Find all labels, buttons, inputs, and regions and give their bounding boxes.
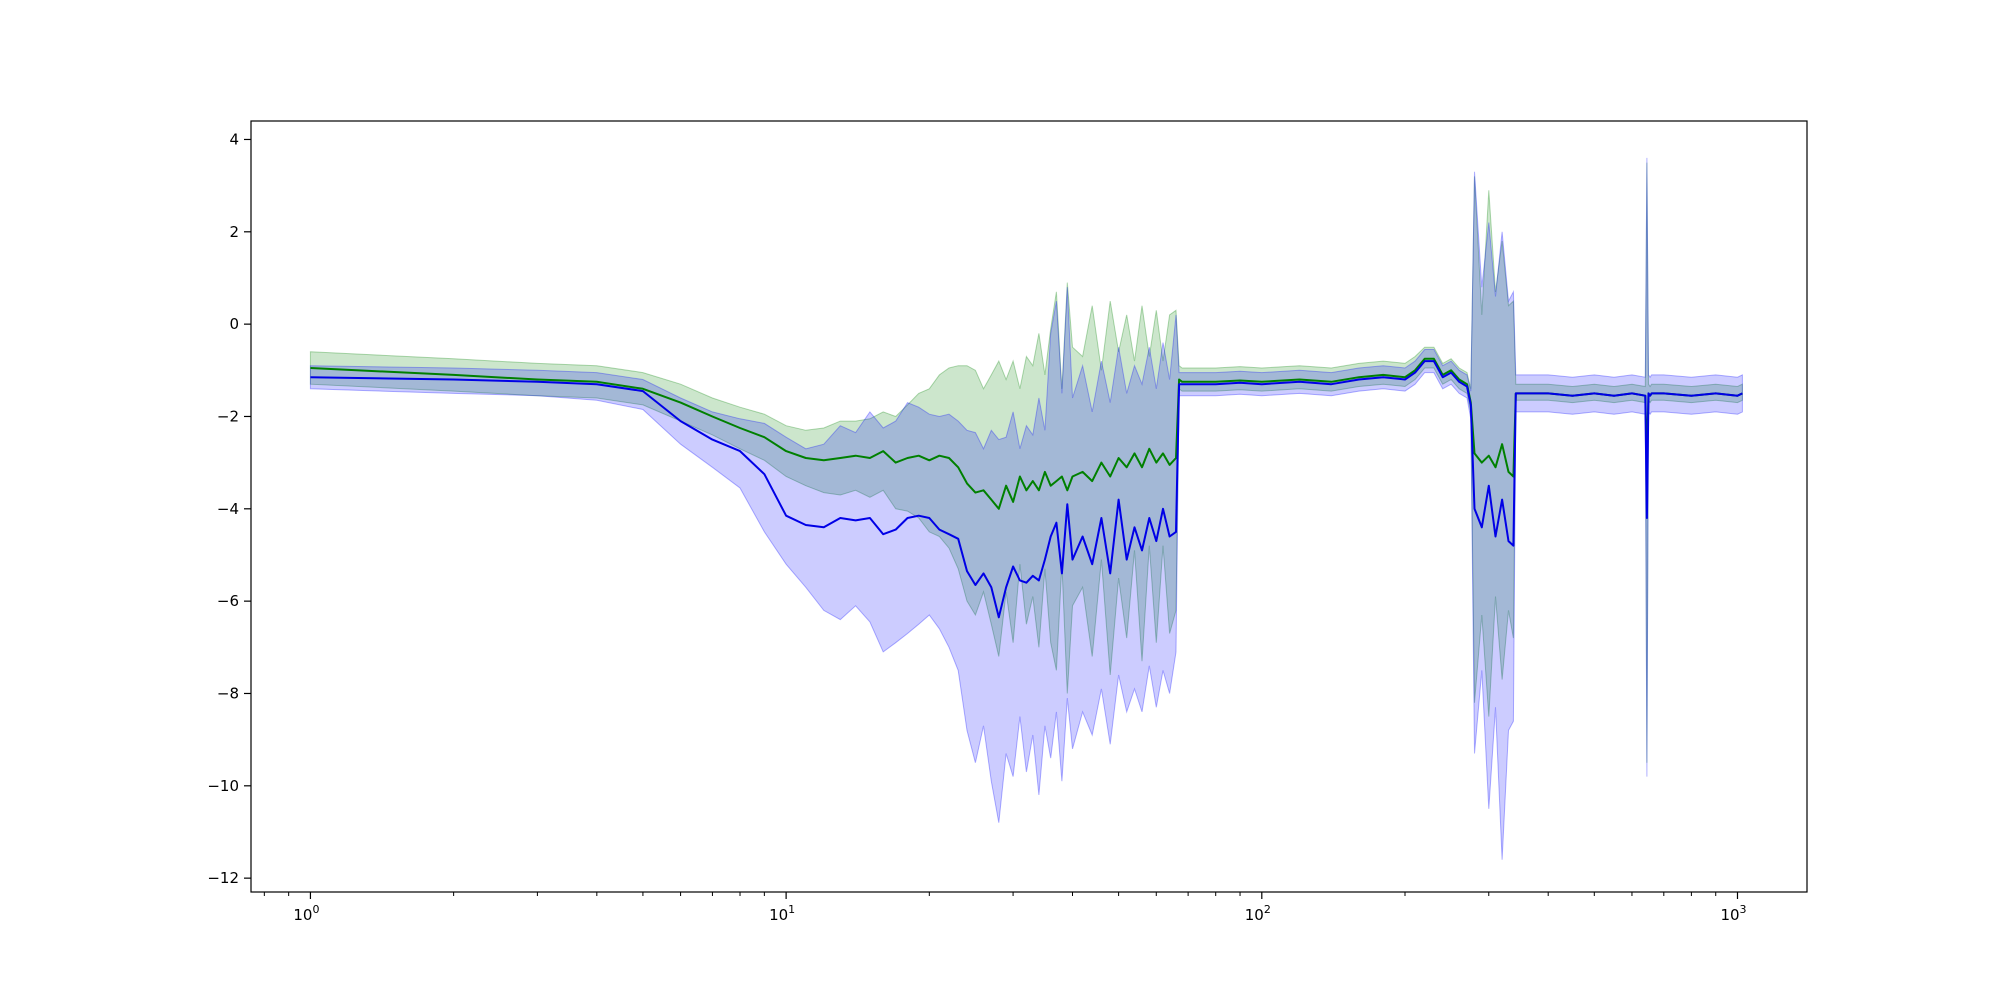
x-tick-exponent: 3: [1740, 903, 1747, 916]
y-axis: 4 2 0 −2 −4 −6 −8 −10 −12: [207, 130, 251, 887]
x-tick-label: 101: [769, 903, 795, 924]
x-tick-exponent: 0: [312, 903, 319, 916]
x-tick-label: 103: [1720, 903, 1746, 924]
y-tick-label: 4: [229, 130, 239, 148]
x-tick-label: 100: [293, 903, 319, 924]
y-tick-label: 0: [229, 315, 239, 333]
confidence-bands: [309, 157, 1743, 860]
y-tick-label: 2: [229, 223, 239, 241]
x-tick-base: 10: [769, 906, 788, 924]
y-tick-label: −4: [217, 500, 239, 518]
x-tick-base: 10: [1720, 906, 1739, 924]
series-lines: [310, 357, 1743, 619]
plot-area-frame: [250, 120, 1808, 893]
y-tick-label: −12: [207, 869, 239, 887]
x-tick-base: 10: [293, 906, 312, 924]
y-tick-label: −2: [217, 407, 239, 425]
x-tick-label: 102: [1245, 903, 1271, 924]
x-axis: 100 101 102 103: [263, 892, 1747, 924]
y-tick-label: −6: [217, 592, 239, 610]
series-1-band: [309, 162, 1743, 763]
x-tick-exponent: 2: [1264, 903, 1271, 916]
x-tick-base: 10: [1245, 906, 1264, 924]
x-tick-exponent: 1: [788, 903, 795, 916]
y-tick-label: −8: [217, 684, 239, 702]
series-2-line: [310, 360, 1743, 619]
series-2-band: [309, 157, 1743, 860]
y-tick-label: −10: [207, 777, 239, 795]
